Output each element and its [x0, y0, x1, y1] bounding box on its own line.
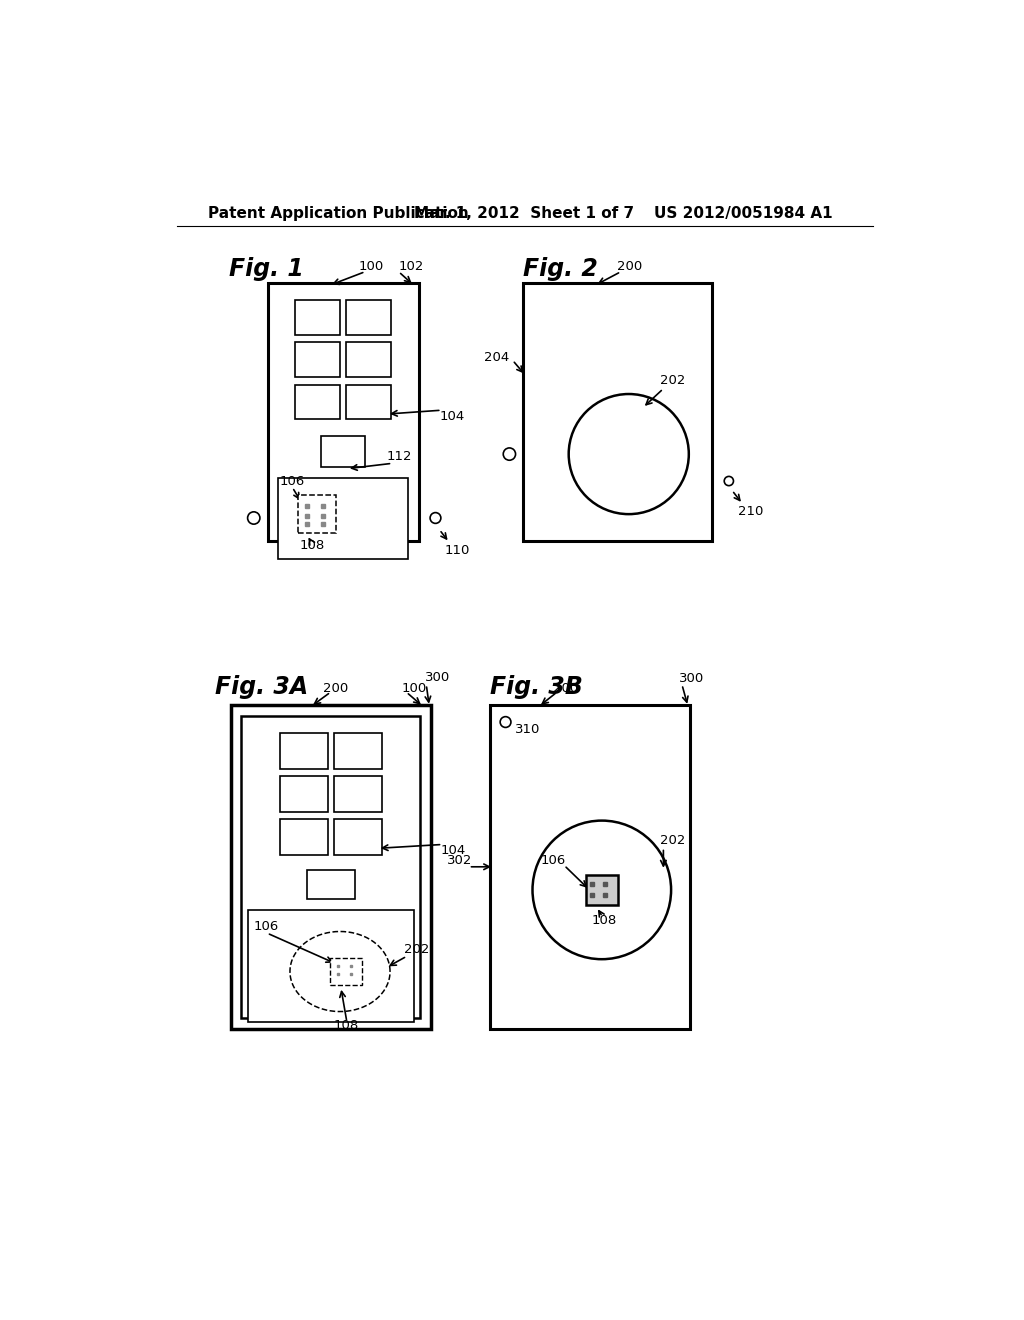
- Text: 310: 310: [515, 723, 541, 737]
- Text: 202: 202: [659, 834, 685, 847]
- Text: 106: 106: [280, 474, 305, 487]
- Bar: [230, 705, 431, 1028]
- Text: 104: 104: [440, 843, 465, 857]
- Bar: [346, 385, 391, 420]
- Circle shape: [503, 447, 515, 461]
- Bar: [298, 495, 336, 533]
- Bar: [334, 818, 382, 855]
- Bar: [295, 385, 340, 420]
- Text: 104: 104: [439, 409, 465, 422]
- Bar: [248, 909, 414, 1022]
- Text: 302: 302: [447, 854, 472, 867]
- Bar: [321, 437, 366, 467]
- Bar: [280, 818, 328, 855]
- Text: 108: 108: [299, 539, 325, 552]
- Bar: [280, 776, 328, 812]
- Bar: [490, 705, 690, 1028]
- Circle shape: [568, 395, 689, 515]
- Text: 112: 112: [387, 450, 413, 463]
- Text: 106: 106: [541, 854, 566, 867]
- Text: Fig. 2: Fig. 2: [523, 256, 598, 281]
- Bar: [346, 342, 391, 378]
- Circle shape: [532, 821, 671, 960]
- Text: Fig. 1: Fig. 1: [229, 256, 304, 281]
- Text: 202: 202: [659, 375, 685, 388]
- Bar: [334, 733, 382, 770]
- Text: 108: 108: [334, 1019, 359, 1032]
- Text: Fig. 3B: Fig. 3B: [490, 675, 583, 698]
- Circle shape: [500, 717, 511, 727]
- Bar: [242, 715, 420, 1018]
- Bar: [346, 300, 391, 335]
- Bar: [523, 284, 712, 541]
- Bar: [295, 342, 340, 378]
- Text: 204: 204: [484, 351, 509, 363]
- Text: 200: 200: [323, 682, 348, 696]
- Text: 102: 102: [398, 260, 424, 273]
- Bar: [586, 875, 617, 906]
- Text: 100: 100: [358, 260, 384, 273]
- Text: Mar. 1, 2012  Sheet 1 of 7: Mar. 1, 2012 Sheet 1 of 7: [414, 206, 634, 222]
- Text: 202: 202: [403, 944, 429, 957]
- Text: 106: 106: [254, 920, 279, 933]
- Text: US 2012/0051984 A1: US 2012/0051984 A1: [654, 206, 833, 222]
- Bar: [330, 958, 362, 985]
- Text: 108: 108: [592, 915, 617, 927]
- Bar: [334, 776, 382, 812]
- Text: 300: 300: [679, 672, 705, 685]
- Text: 110: 110: [444, 544, 470, 557]
- Text: 210: 210: [738, 506, 764, 519]
- Circle shape: [248, 512, 260, 524]
- Bar: [279, 478, 408, 558]
- Circle shape: [430, 512, 441, 524]
- Bar: [267, 284, 419, 541]
- Bar: [295, 300, 340, 335]
- Text: 300: 300: [425, 671, 450, 684]
- Text: 200: 200: [617, 260, 642, 273]
- Text: Fig. 3A: Fig. 3A: [215, 675, 308, 698]
- Text: Patent Application Publication: Patent Application Publication: [208, 206, 468, 222]
- Text: 200: 200: [553, 682, 578, 696]
- Circle shape: [724, 477, 733, 486]
- Bar: [280, 733, 328, 770]
- Bar: [307, 870, 354, 899]
- Text: 100: 100: [401, 682, 427, 696]
